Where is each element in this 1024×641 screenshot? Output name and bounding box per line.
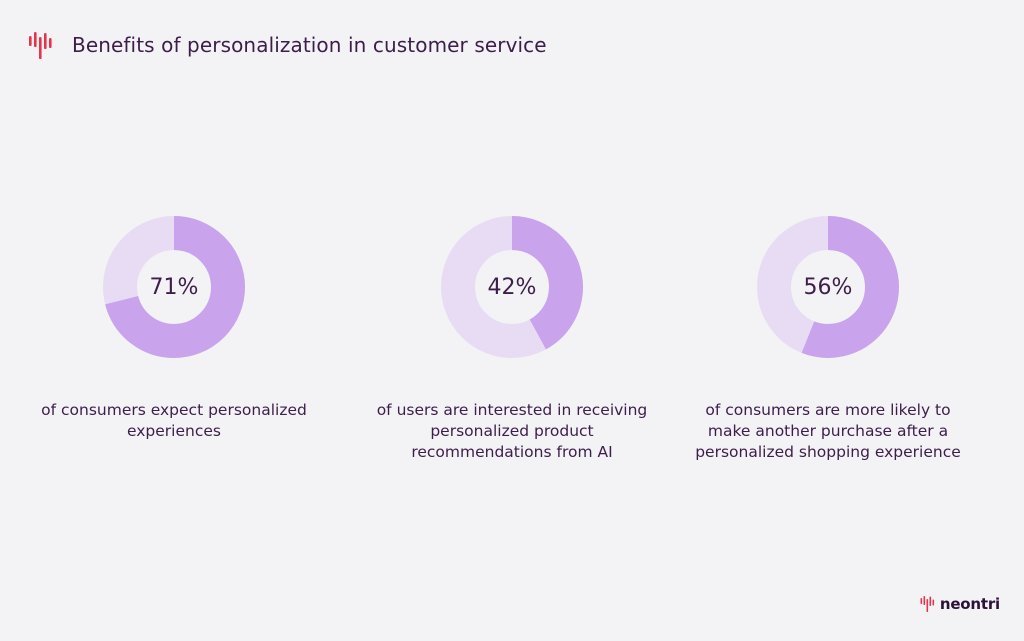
donut-value-2: 42% <box>487 274 537 300</box>
brand-logo: neontri <box>920 595 1000 613</box>
donut-caption-3: of consumers are more likely to make ano… <box>695 401 961 461</box>
donut-chart-2: 42% <box>437 212 587 362</box>
donut-svg-3 <box>757 216 899 358</box>
page-title: Benefits of personalization in customer … <box>72 33 547 57</box>
donut-caption-2: of users are interested in receiving per… <box>376 401 648 461</box>
donut-chart-1: 71% <box>99 212 249 362</box>
donut-caption-1: of consumers expect personalized experie… <box>41 401 307 440</box>
logo-icon <box>29 32 52 59</box>
brand-mark-icon <box>920 596 934 612</box>
donut-svg-2 <box>441 216 583 358</box>
donut-chart-3: 56% <box>753 212 903 362</box>
donut-arc-1 <box>103 216 245 358</box>
donut-value-1: 71% <box>149 274 199 300</box>
brand-name: neontri <box>939 595 1000 613</box>
donut-value-3: 56% <box>803 274 853 300</box>
donut-svg-1 <box>103 216 245 358</box>
header: Benefits of personalization in customer … <box>28 30 547 60</box>
donut-arc-3 <box>757 216 899 358</box>
donut-arc-2 <box>441 216 583 358</box>
